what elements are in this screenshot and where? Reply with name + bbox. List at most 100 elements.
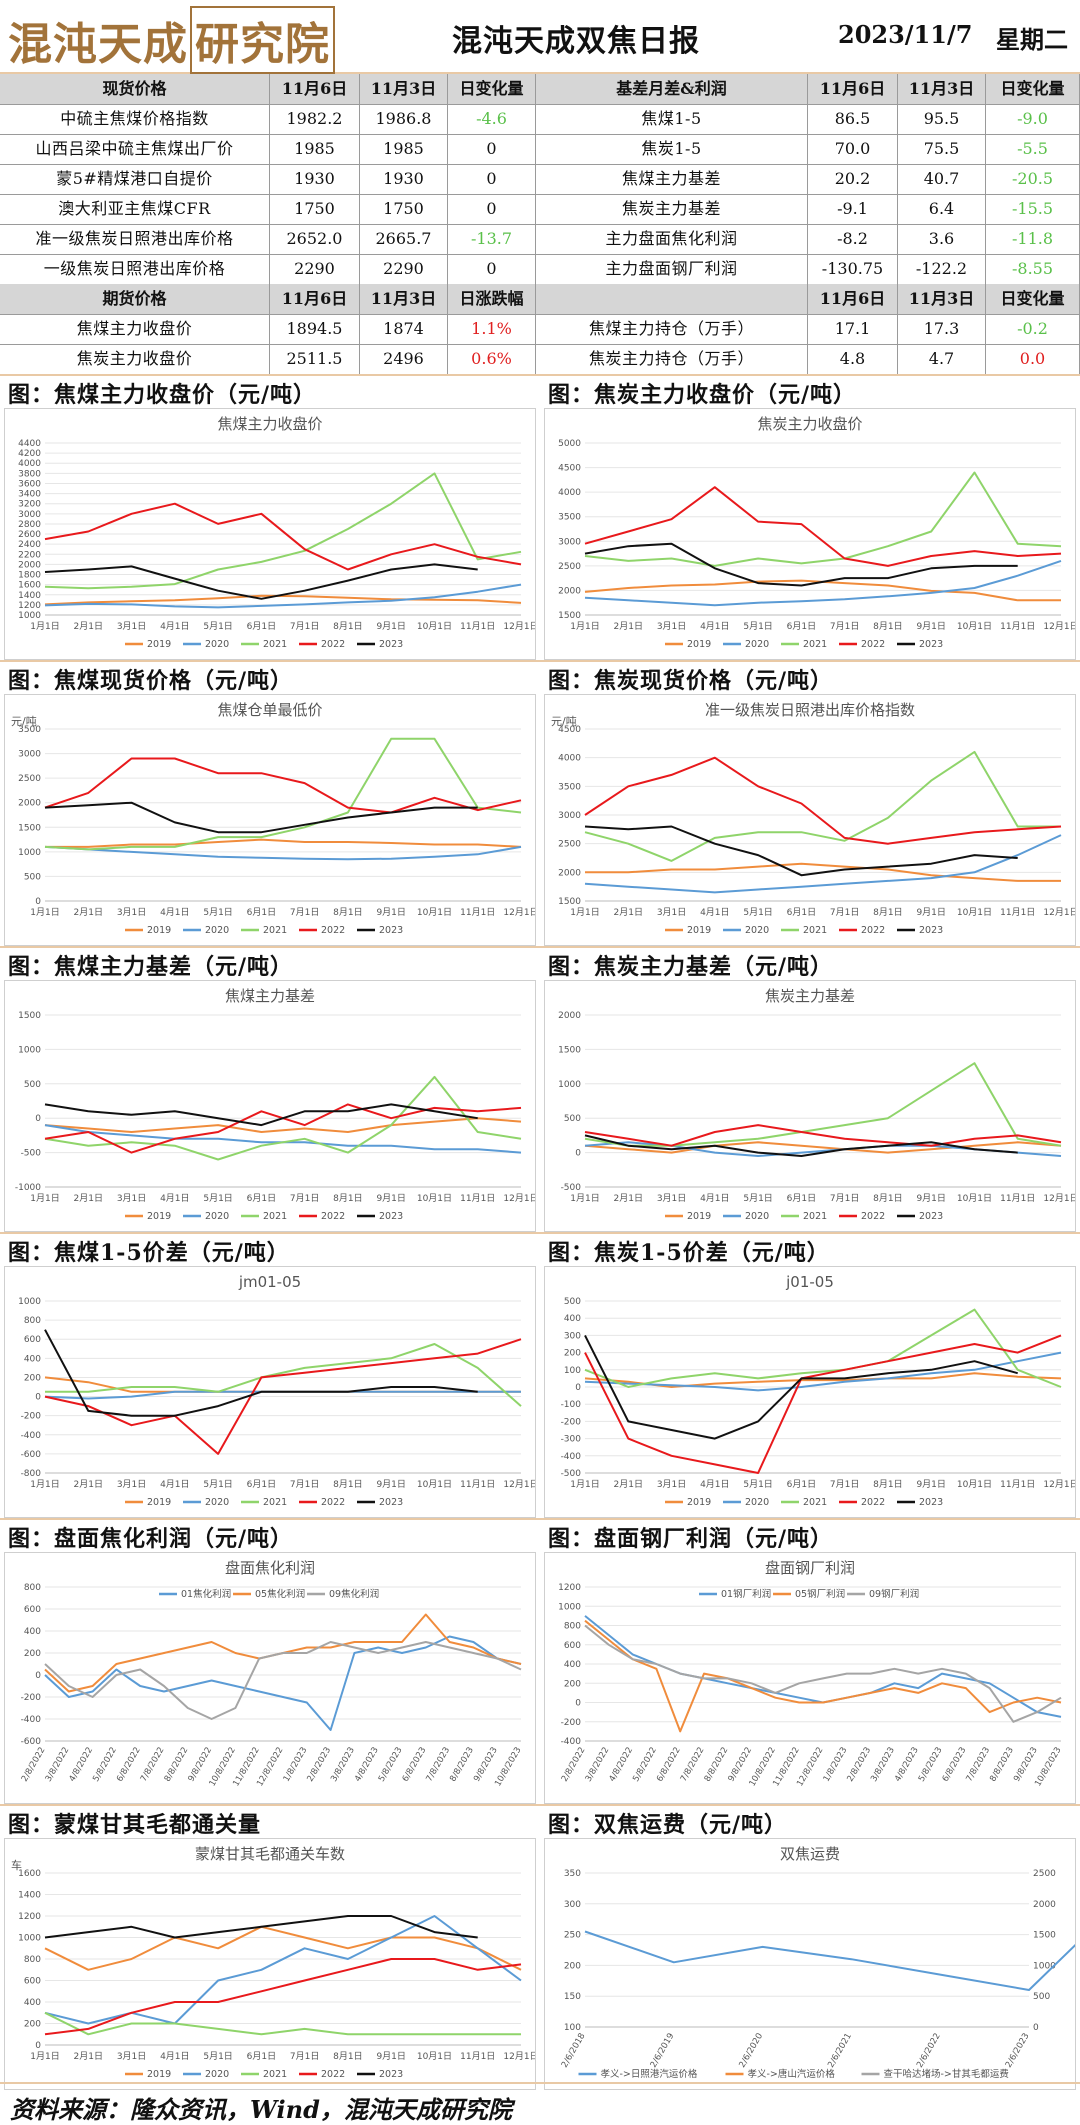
series-line-2019	[584, 1372, 1062, 1388]
table-cell: -13.7	[448, 224, 536, 254]
chart-title: 双焦运费	[780, 1845, 840, 1863]
legend-label: 2023	[919, 925, 943, 936]
chart-panel: jm01-05 -800 -600 -400 -200 0 200 400 600 800 1000…	[4, 1266, 539, 1518]
x-tick-label: 12月1日	[1043, 1479, 1075, 1490]
table-cell: 2496	[360, 344, 448, 374]
y-tick-label: 250	[564, 1931, 581, 1941]
y-tick-label: 600	[564, 1641, 581, 1651]
table-header-cell: 日变化量	[986, 284, 1080, 314]
y-right-tick-label: 1000	[1033, 1961, 1056, 1971]
y-tick-label: 100	[564, 1366, 581, 1376]
x-tick-label: 4月1日	[700, 621, 729, 632]
legend-label: 2019	[147, 639, 171, 650]
y-tick-label: 1000	[18, 848, 41, 858]
table-cell: -8.55	[986, 254, 1080, 284]
y-tick-label: -400	[561, 1452, 582, 1462]
table-row: 一级焦炭日照港出库价格 2290 2290 0 主力盘面钢厂利润 -130.75 -122.…	[0, 254, 1080, 285]
legend-label: 2019	[687, 639, 711, 650]
series-line-2020	[584, 559, 1062, 607]
section-title: 图：盘面焦化利润（元/吨）	[8, 1526, 294, 1552]
x-tick-label: 7月1日	[290, 2051, 319, 2062]
chart-svg: 焦煤主力基差 -1000 -500 0 500 1000 1500 1月1日 2月1日 3月1日 4…	[15, 987, 539, 1222]
x-tick-label: 4月1日	[700, 1479, 729, 1490]
table-cell: 4.7	[898, 344, 986, 374]
x-tick-label: 2月1日	[74, 2051, 103, 2062]
x-tick-label: 5月1日	[203, 1479, 232, 1490]
x-tick-label: 6月1日	[787, 1479, 816, 1490]
y-tick-label: 2800	[18, 520, 41, 530]
x-tick-label: 3月1日	[657, 1479, 686, 1490]
x-tick-label: 8月1日	[333, 1193, 362, 1204]
chart-panel: 盘面焦化利润 -600 -400 -200 0 200 400 600 800 2/8/2022 3…	[4, 1552, 536, 1804]
x-tick-label: 3月1日	[657, 907, 686, 918]
x-tick-label: 3月1日	[117, 621, 146, 632]
x-tick-label: 4月1日	[700, 907, 729, 918]
x-tick-label: 2月1日	[614, 1193, 643, 1204]
legend-label: 2020	[205, 2069, 229, 2080]
table-cell: -5.5	[986, 134, 1080, 164]
legend-label: 2021	[803, 1211, 827, 1222]
y-tick-label: -600	[21, 1450, 42, 1460]
legend-label: 2021	[263, 1497, 287, 1508]
chart-panel: 焦炭主力收盘价 1500 2000 2500 3000 3500 4000 4500 5000 1…	[544, 408, 1079, 660]
table-cell: 1894.5	[270, 314, 360, 344]
table-cell: 焦炭主力基差	[536, 194, 808, 224]
section-title: 图：焦煤主力收盘价（元/吨）	[8, 382, 317, 408]
chart-title: 焦煤主力基差	[225, 987, 315, 1005]
x-tick-label: 5月1日	[203, 2051, 232, 2062]
table-cell: -9.0	[986, 104, 1080, 134]
legend-label: 2022	[861, 925, 885, 936]
y-tick-label: 4500	[558, 725, 581, 735]
series-line-2019	[44, 1117, 522, 1133]
table-row: 中硫主焦煤价格指数 1982.2 1986.8 -4.6 焦煤1-5 86.5 95.5 -9…	[0, 104, 1080, 135]
x-tick-label: 2/6/2021	[826, 2032, 854, 2070]
x-tick-label: 11月1日	[1000, 1193, 1035, 1204]
x-tick-label: 12月1日	[503, 1193, 535, 1204]
x-tick-label: 12月1日	[503, 2051, 535, 2062]
table-cell: 1985	[270, 134, 360, 164]
table-cell: 0	[448, 194, 536, 224]
x-tick-label: 6月1日	[787, 621, 816, 632]
table-cell: 3.6	[898, 224, 986, 254]
series-line-2021	[584, 1308, 1062, 1388]
x-tick-label: 4月1日	[160, 1479, 189, 1490]
x-tick-label: 1月1日	[30, 907, 59, 918]
y-tick-label: 1200	[558, 1583, 581, 1593]
x-tick-label: 11月1日	[1000, 621, 1035, 632]
section-title: 图：双焦运费（元/吨）	[548, 1812, 788, 1838]
table-cell: 中硫主焦煤价格指数	[0, 104, 270, 134]
table-row: 焦煤主力收盘价 1894.5 1874 1.1% 焦煤主力持仓（万手） 17.1 17.3-…	[0, 314, 1080, 345]
legend-label: 2020	[745, 925, 769, 936]
chart-title: 蒙煤甘其毛都通关车数	[195, 1845, 345, 1863]
legend-label: 2022	[321, 639, 345, 650]
chart-panel: 蒙煤甘其毛都通关车数车 0 200 400 600 800 1000 1200 1400 1600…	[4, 1838, 539, 2090]
legend-label: 2021	[803, 925, 827, 936]
section-title: 图：焦炭主力收盘价（元/吨）	[548, 382, 857, 408]
y-tick-label: 1600	[18, 1869, 41, 1879]
chart-panel: 焦煤仓单最低价 元/吨 0 500 1000 1500 2000 2500 3000 3500 1月…	[4, 694, 539, 946]
x-tick-label: 5月1日	[203, 1193, 232, 1204]
series-line-2020	[44, 845, 522, 861]
x-tick-label: 9月1日	[916, 621, 945, 632]
series-line-2019	[584, 1141, 1062, 1154]
table-cell: 40.7	[898, 164, 986, 194]
chart-title: 焦炭主力收盘价	[757, 415, 862, 433]
y-tick-label: -200	[21, 1693, 42, 1703]
y-tick-label: 3200	[18, 500, 41, 510]
table-row: 澳大利亚主焦煤CFR 1750 1750 0 焦炭主力基差 -9.1 6.4 -15.5	[0, 194, 1080, 225]
y-tick-label: 200	[564, 1349, 581, 1359]
y-tick-label: 2200	[18, 550, 41, 560]
x-tick-label: 5月1日	[743, 621, 772, 632]
table-cell: 1.1%	[448, 314, 536, 344]
x-tick-label: 4月1日	[160, 2051, 189, 2062]
table-cell: 70.0	[808, 134, 898, 164]
x-tick-label: 2月1日	[614, 907, 643, 918]
y-right-tick-label: 2500	[1033, 1869, 1056, 1879]
y-tick-label: 800	[24, 1955, 41, 1965]
y-tick-label: -500	[21, 1149, 42, 1159]
table-header-cell	[536, 284, 808, 314]
y-tick-label: 2600	[18, 530, 41, 540]
table-cell: 1930	[360, 164, 448, 194]
legend-label: 2023	[379, 639, 403, 650]
x-tick-label: 8月1日	[333, 2051, 362, 2062]
